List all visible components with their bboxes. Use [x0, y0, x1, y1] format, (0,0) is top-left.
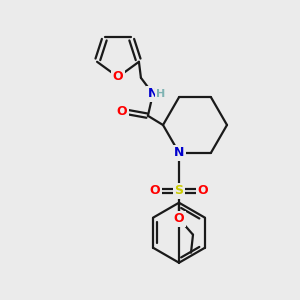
Text: H: H [156, 89, 166, 99]
Text: O: O [117, 105, 127, 118]
Text: O: O [113, 70, 123, 83]
Text: N: N [174, 146, 184, 159]
Text: O: O [174, 212, 184, 225]
Text: S: S [175, 184, 184, 197]
Text: O: O [150, 184, 160, 197]
Text: O: O [198, 184, 208, 197]
Text: N: N [148, 87, 158, 100]
